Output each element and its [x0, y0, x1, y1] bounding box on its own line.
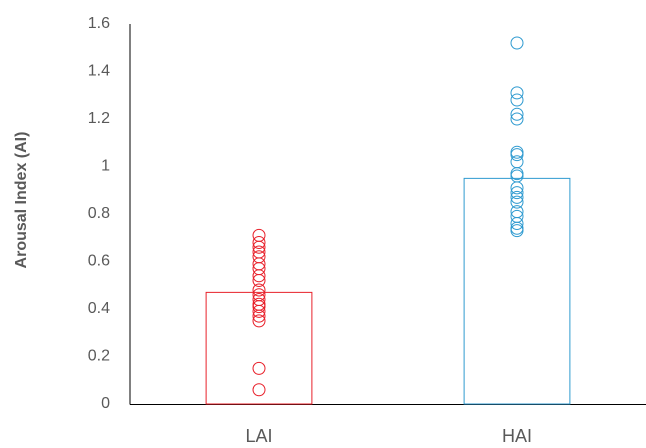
y-tick-label: 0.8	[88, 205, 110, 222]
data-point	[252, 240, 266, 254]
data-point	[510, 169, 524, 183]
data-point	[252, 314, 266, 328]
data-point	[510, 107, 524, 121]
data-point	[510, 145, 524, 159]
data-point	[252, 300, 266, 314]
bar	[463, 177, 571, 405]
data-point	[510, 93, 524, 107]
data-point	[252, 236, 266, 249]
data-point	[510, 36, 524, 50]
y-tick-label: 0.6	[88, 253, 110, 270]
data-point	[510, 148, 524, 162]
y-axis-label: Arousal Index (AI)	[13, 132, 30, 269]
data-point	[510, 112, 524, 126]
y-tick-label: 1.6	[88, 15, 110, 32]
data-point	[252, 309, 266, 323]
data-point	[252, 269, 266, 283]
y-tick-label: 1.4	[88, 63, 110, 80]
y-tick-label: 1	[101, 158, 110, 175]
data-point	[252, 361, 266, 375]
data-point	[252, 228, 266, 242]
data-point	[510, 167, 524, 181]
data-point	[510, 86, 524, 100]
data-point	[252, 283, 266, 297]
y-tick-label: 0	[101, 395, 110, 412]
data-point	[252, 274, 266, 287]
data-point	[252, 304, 266, 318]
bar	[205, 291, 313, 405]
data-point	[510, 224, 524, 238]
y-tick-label: 1.2	[88, 110, 110, 127]
x-tick-label: LAI	[245, 426, 272, 446]
data-point	[510, 186, 524, 200]
data-point	[510, 181, 524, 195]
data-point	[510, 190, 524, 204]
data-point	[510, 195, 524, 209]
y-tick-label: 0.2	[88, 348, 110, 365]
data-point	[510, 217, 524, 230]
x-tick-label: HAI	[502, 426, 532, 446]
y-tick-label: 0.4	[88, 300, 110, 317]
data-point	[510, 155, 524, 169]
data-point	[252, 383, 266, 397]
